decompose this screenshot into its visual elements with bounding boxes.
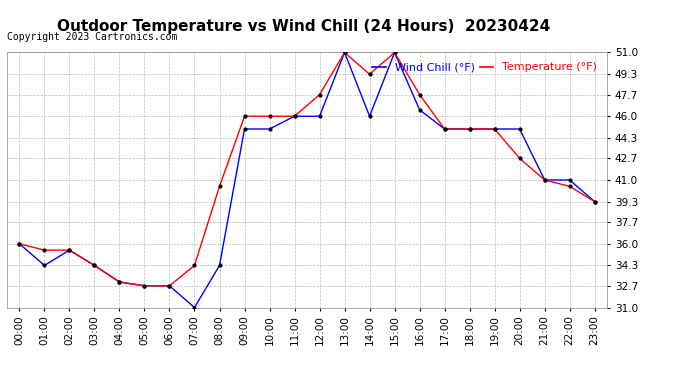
Wind Chill (°F) [115, 280, 124, 284]
Wind Chill (°F) [415, 108, 424, 112]
Wind Chill (°F) [140, 284, 148, 288]
Temperature (°F) [15, 242, 23, 246]
Wind Chill (°F) [540, 178, 549, 182]
Temperature (°F) [166, 284, 174, 288]
Wind Chill (°F) [366, 114, 374, 118]
Temperature (°F) [566, 184, 574, 189]
Wind Chill (°F) [240, 127, 248, 131]
Wind Chill (°F) [340, 50, 348, 55]
Temperature (°F) [515, 156, 524, 160]
Temperature (°F) [266, 114, 274, 118]
Temperature (°F) [440, 127, 449, 131]
Temperature (°F) [66, 248, 74, 252]
Wind Chill (°F) [315, 114, 324, 118]
Line: Temperature (°F): Temperature (°F) [17, 50, 598, 289]
Temperature (°F) [40, 248, 48, 252]
Wind Chill (°F) [290, 114, 299, 118]
Wind Chill (°F) [591, 200, 599, 204]
Temperature (°F) [90, 263, 99, 268]
Wind Chill (°F) [391, 50, 399, 55]
Wind Chill (°F) [215, 263, 224, 268]
Line: Wind Chill (°F): Wind Chill (°F) [17, 50, 598, 310]
Wind Chill (°F) [40, 263, 48, 268]
Wind Chill (°F) [266, 127, 274, 131]
Temperature (°F) [215, 184, 224, 189]
Temperature (°F) [591, 200, 599, 204]
Temperature (°F) [491, 127, 499, 131]
Temperature (°F) [190, 263, 199, 268]
Text: Outdoor Temperature vs Wind Chill (24 Hours)  20230424: Outdoor Temperature vs Wind Chill (24 Ho… [57, 19, 550, 34]
Wind Chill (°F) [90, 263, 99, 268]
Temperature (°F) [115, 280, 124, 284]
Text: Copyright 2023 Cartronics.com: Copyright 2023 Cartronics.com [7, 32, 177, 42]
Temperature (°F) [366, 72, 374, 76]
Temperature (°F) [340, 50, 348, 55]
Temperature (°F) [315, 92, 324, 97]
Legend: Wind Chill (°F), Temperature (°F): Wind Chill (°F), Temperature (°F) [368, 58, 602, 77]
Temperature (°F) [540, 178, 549, 182]
Wind Chill (°F) [190, 305, 199, 310]
Wind Chill (°F) [440, 127, 449, 131]
Temperature (°F) [290, 114, 299, 118]
Temperature (°F) [140, 284, 148, 288]
Wind Chill (°F) [515, 127, 524, 131]
Wind Chill (°F) [491, 127, 499, 131]
Temperature (°F) [391, 50, 399, 55]
Temperature (°F) [466, 127, 474, 131]
Wind Chill (°F) [66, 248, 74, 252]
Wind Chill (°F) [466, 127, 474, 131]
Wind Chill (°F) [166, 284, 174, 288]
Temperature (°F) [240, 114, 248, 118]
Wind Chill (°F) [15, 242, 23, 246]
Wind Chill (°F) [566, 178, 574, 182]
Temperature (°F) [415, 92, 424, 97]
